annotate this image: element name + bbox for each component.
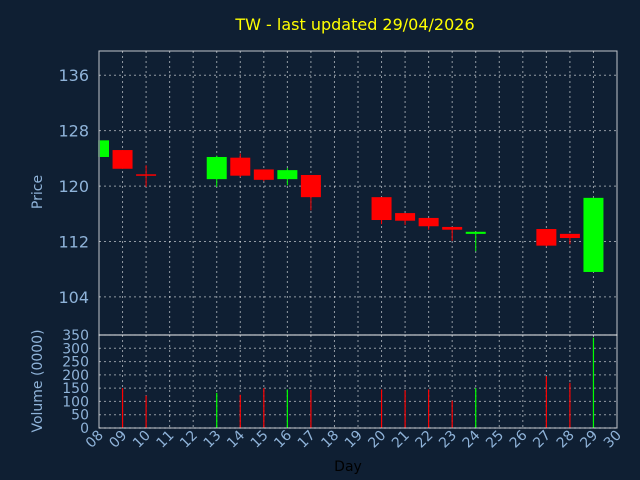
- candle-body: [206, 156, 227, 180]
- candle: [98, 140, 109, 157]
- candle-body: [418, 217, 439, 227]
- price-tick-label: 104: [58, 288, 89, 307]
- volume-tick-label: 50: [71, 408, 89, 424]
- candle: [583, 197, 604, 272]
- volume-tick-label: 250: [62, 355, 89, 371]
- candle-body: [136, 174, 157, 176]
- candle-body: [230, 157, 251, 176]
- price-tick-label: 112: [58, 232, 89, 251]
- volume-tick-label: 300: [62, 341, 89, 357]
- candle-body: [112, 150, 133, 169]
- candle: [300, 174, 321, 211]
- volume-plot-frame: [98, 334, 618, 429]
- volume-tick-label: 150: [62, 381, 89, 397]
- price-tick-label: 120: [58, 177, 89, 196]
- candle: [418, 217, 439, 230]
- candle: [536, 229, 557, 247]
- volume-tick-label: 350: [62, 328, 89, 344]
- candle-body: [277, 170, 298, 180]
- candle-body: [442, 226, 463, 230]
- candle: [230, 153, 251, 178]
- candle-body: [536, 229, 557, 246]
- candle: [136, 165, 157, 187]
- candle: [559, 233, 580, 245]
- candle: [442, 226, 463, 241]
- candle-body: [583, 197, 604, 272]
- day-axis-label: Day: [334, 459, 362, 475]
- volume-axis-label: Volume (0000): [30, 329, 46, 432]
- volume-tick-label: 0: [80, 421, 89, 437]
- candle: [253, 169, 274, 182]
- candle: [395, 213, 416, 225]
- candle-body: [559, 233, 580, 239]
- price-panel: 104 112 120 128 136: [58, 50, 618, 336]
- price-tick-label: 136: [58, 66, 89, 85]
- volume-tick-label: 200: [62, 368, 89, 384]
- candle: [112, 150, 133, 169]
- candle: [371, 197, 392, 225]
- candle-body: [465, 231, 486, 234]
- price-tick-label: 128: [58, 122, 89, 141]
- price-axis-label: Price: [30, 175, 46, 209]
- candle-body: [300, 174, 321, 198]
- candle: [277, 168, 298, 186]
- candle-body: [100, 140, 109, 157]
- candle-body: [371, 197, 392, 221]
- candle: [465, 231, 486, 252]
- volume-tick-label: 100: [62, 394, 89, 410]
- candle-body: [395, 213, 416, 221]
- candle-body: [253, 169, 274, 180]
- candle: [206, 155, 227, 187]
- chart-title: TW - last updated 29/04/2026: [234, 15, 474, 34]
